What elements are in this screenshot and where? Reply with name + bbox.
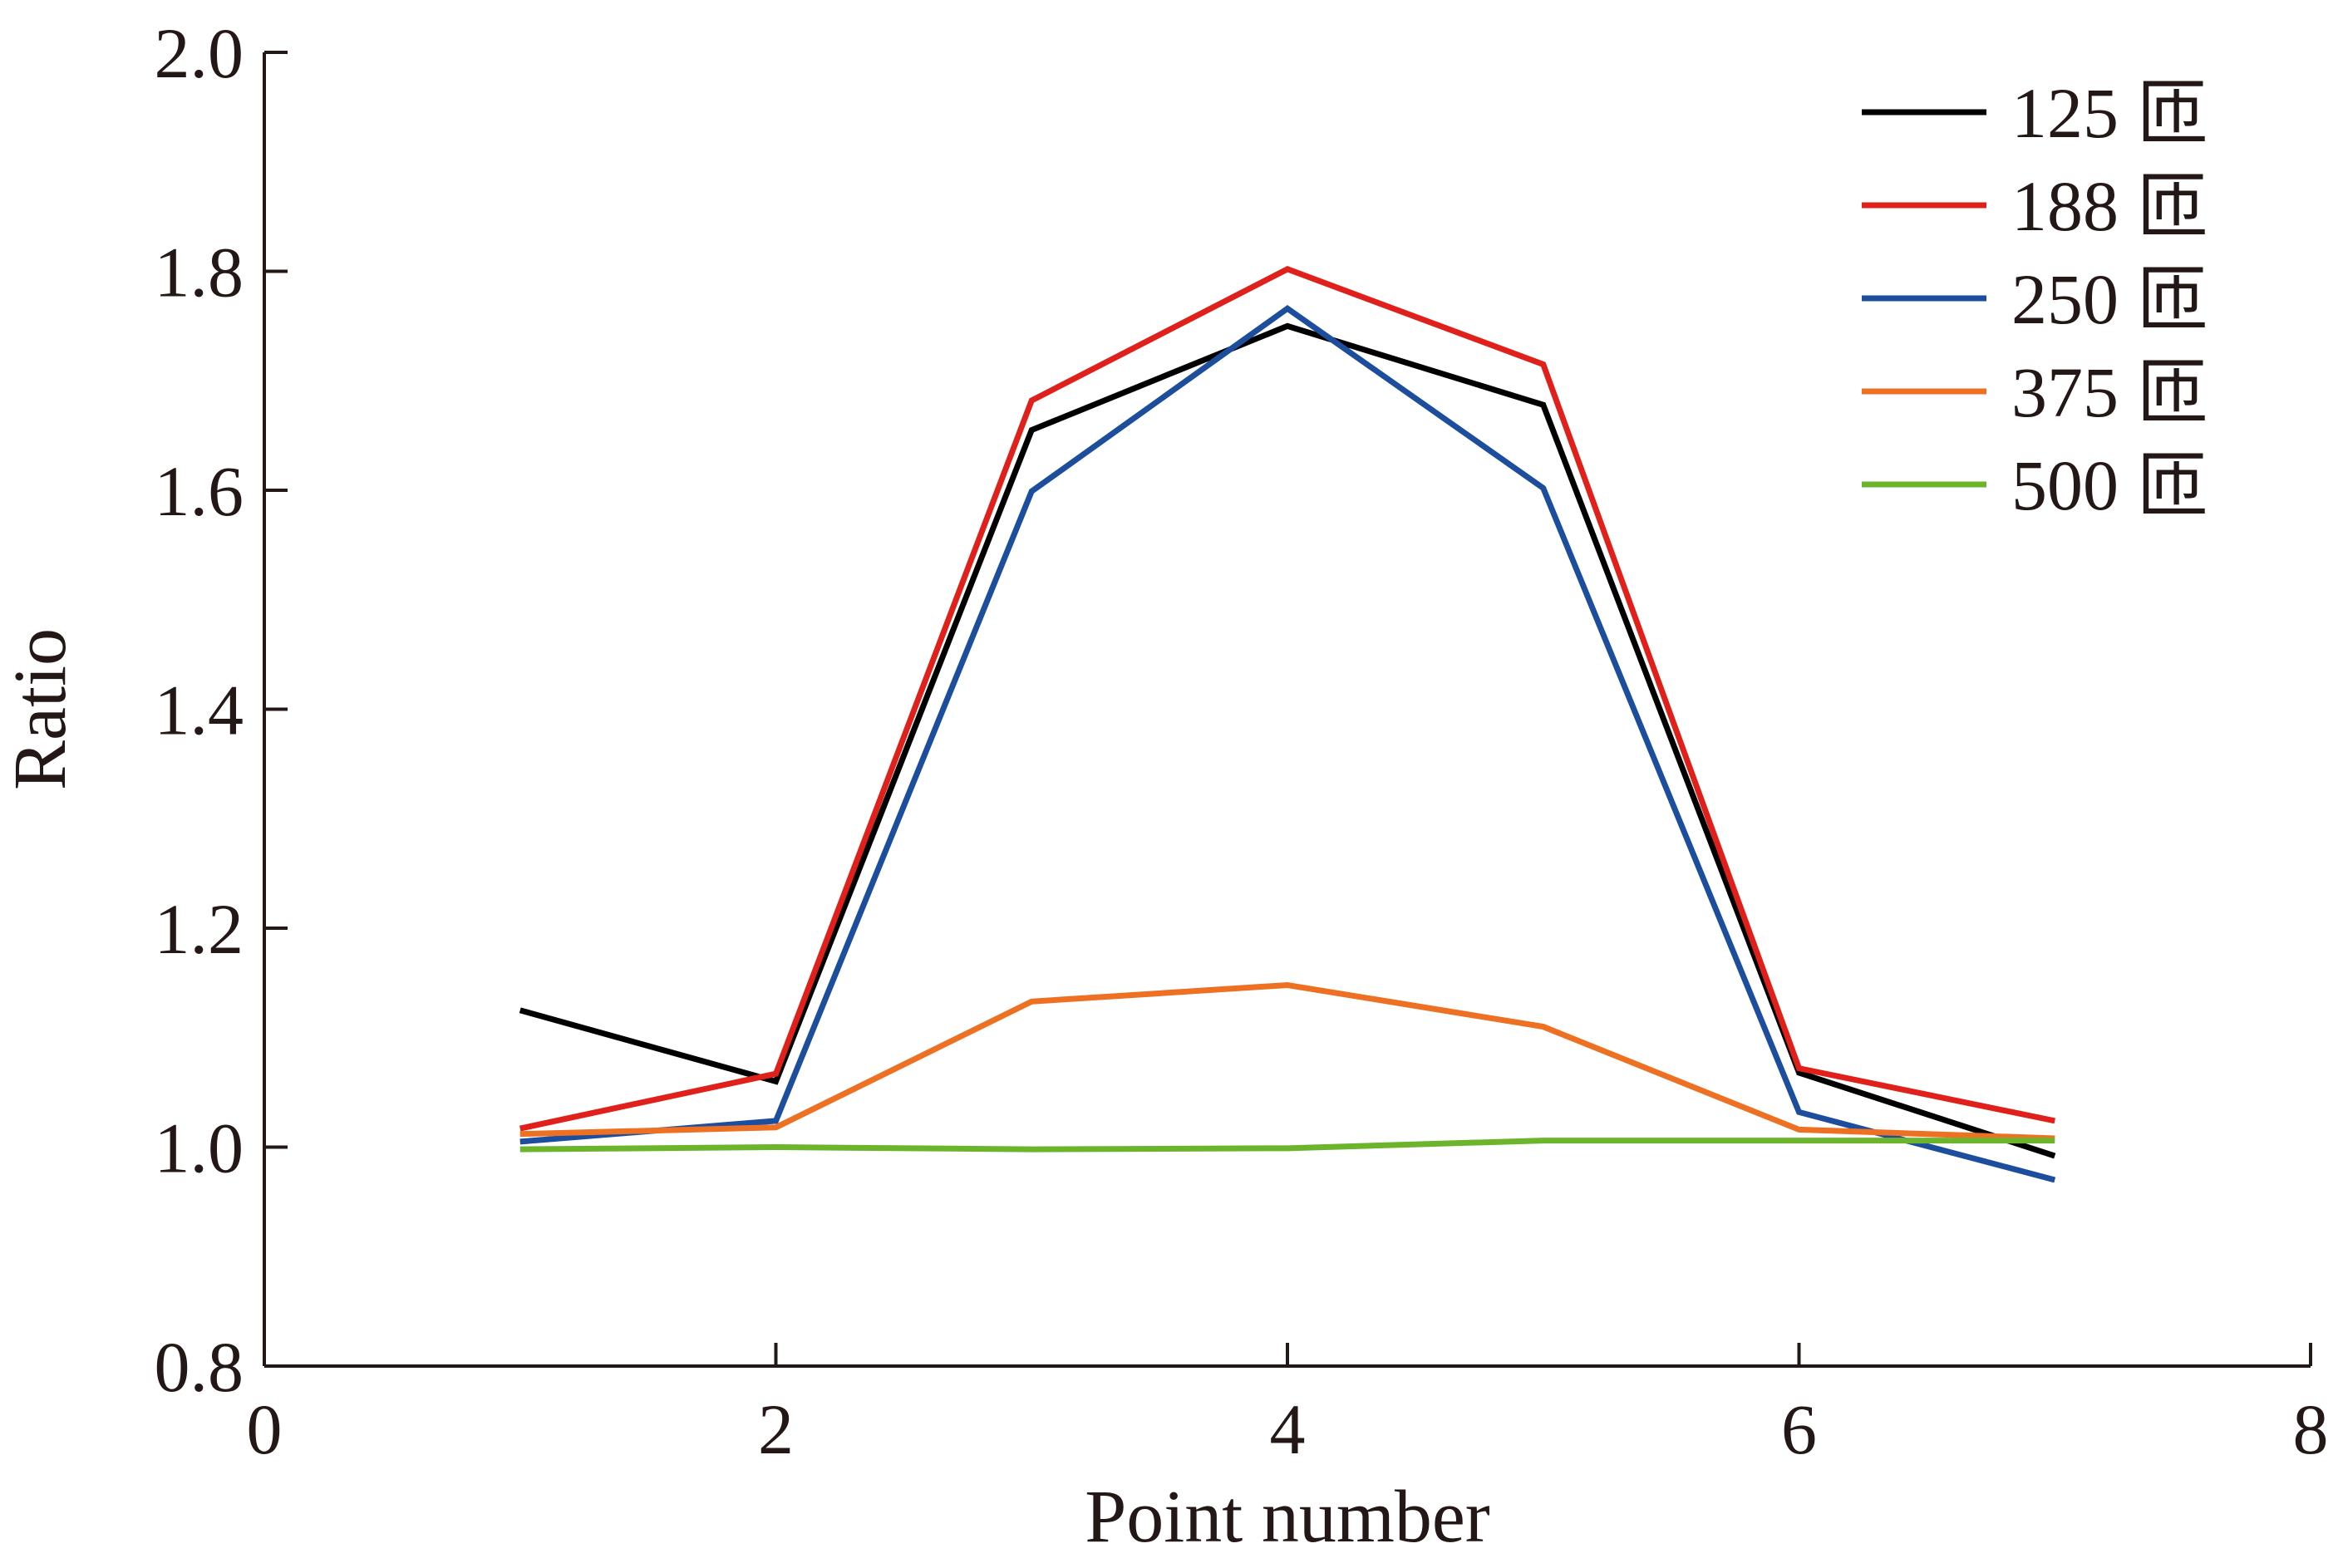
x-tick-label: 2 (758, 1389, 794, 1469)
y-tick-label: 1.4 (155, 671, 244, 750)
series-line-1 (519, 322, 2056, 1159)
legend-label: 188 匝 (2011, 166, 2208, 246)
y-axis-title: Ratio (0, 628, 81, 790)
x-tick-label: 6 (1781, 1389, 1817, 1469)
series-line-5 (519, 1138, 2055, 1153)
legend-label: 500 匝 (2011, 445, 2208, 525)
y-tick-label: 2.0 (155, 13, 244, 93)
series-line-3 (519, 305, 2056, 1183)
axes: 0.8 1.0 1.2 1.4 1.6 1.8 2.0 0 2 4 6 8 (155, 13, 2329, 1469)
series-line-4 (519, 981, 2055, 1142)
legend-label: 125 匝 (2011, 73, 2208, 153)
x-tick-label: 0 (247, 1389, 283, 1469)
y-tick-label: 0.8 (155, 1327, 244, 1407)
x-tick-label: 4 (1270, 1389, 1306, 1469)
y-tick-label: 1.2 (155, 889, 244, 969)
y-tick-label: 1.8 (155, 233, 244, 312)
series-line-2 (519, 266, 2055, 1132)
legend-label: 250 匝 (2011, 259, 2208, 339)
series-layer (519, 266, 2056, 1183)
y-tick-label: 1.0 (155, 1108, 244, 1188)
legend-label: 375 匝 (2011, 352, 2208, 432)
y-tick-label: 1.6 (155, 451, 244, 531)
x-axis-title: Point number (1085, 1476, 1490, 1558)
x-tick-label: 8 (2293, 1389, 2329, 1469)
legend: 125 匝 188 匝 250 匝 375 匝 500 匝 (1862, 73, 2208, 525)
